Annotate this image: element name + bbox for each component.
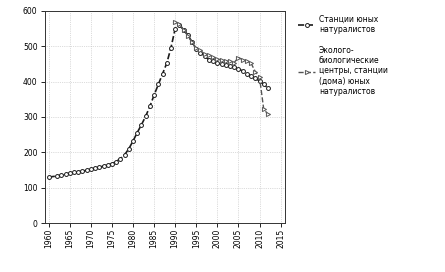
Станции юных
натуралистов bbox=[151, 93, 157, 97]
Эколого-
биологические
центры, станции
(дома) юных
натуралистов bbox=[190, 41, 195, 44]
Станции юных
натуралистов bbox=[46, 175, 51, 179]
Эколого-
биологические
центры, станции
(дома) юных
натуралистов bbox=[236, 56, 241, 59]
Эколого-
биологические
центры, станции
(дома) юных
натуралистов bbox=[202, 52, 207, 56]
Эколого-
биологические
центры, станции
(дома) юных
натуралистов bbox=[240, 58, 245, 61]
Эколого-
биологические
центры, станции
(дома) юных
натуралистов bbox=[257, 76, 262, 79]
Эколого-
биологические
центры, станции
(дома) юных
натуралистов bbox=[173, 21, 178, 24]
Эколого-
биологические
центры, станции
(дома) юных
натуралистов bbox=[231, 61, 237, 64]
Эколого-
биологические
центры, станции
(дома) юных
натуралистов bbox=[261, 107, 267, 111]
Эколого-
биологические
центры, станции
(дома) юных
натуралистов bbox=[194, 47, 199, 50]
Legend: Станции юных
натуралистов, Эколого-
биологические
центры, станции
(дома) юных
на: Станции юных натуралистов, Эколого- биол… bbox=[298, 15, 388, 96]
Эколого-
биологические
центры, станции
(дома) юных
натуралистов bbox=[198, 49, 203, 52]
Станции юных
натуралистов bbox=[185, 33, 190, 36]
Line: Станции юных
натуралистов: Станции юных натуралистов bbox=[47, 23, 270, 179]
Эколого-
биологические
центры, станции
(дома) юных
натуралистов bbox=[185, 34, 190, 37]
Станции юных
натуралистов bbox=[194, 47, 199, 51]
Эколого-
биологические
центры, станции
(дома) юных
натуралистов bbox=[177, 22, 182, 25]
Станции юных
натуралистов bbox=[177, 23, 182, 27]
Эколого-
биологические
центры, станции
(дома) юных
натуралистов bbox=[244, 60, 250, 63]
Эколого-
биологические
центры, станции
(дома) юных
натуралистов bbox=[248, 61, 254, 65]
Станции юных
натуралистов bbox=[253, 77, 258, 80]
Станции юных
натуралистов bbox=[265, 86, 271, 89]
Эколого-
биологические
центры, станции
(дома) юных
натуралистов bbox=[181, 28, 186, 32]
Станции юных
натуралистов bbox=[126, 147, 131, 150]
Эколого-
биологические
центры, станции
(дома) юных
натуралистов bbox=[214, 57, 220, 61]
Эколого-
биологические
центры, станции
(дома) юных
натуралистов bbox=[265, 113, 271, 116]
Станции юных
натуралистов bbox=[67, 172, 73, 175]
Эколого-
биологические
центры, станции
(дома) юных
натуралистов bbox=[223, 59, 228, 62]
Эколого-
биологические
центры, станции
(дома) юных
натуралистов bbox=[219, 58, 224, 62]
Эколого-
биологические
центры, станции
(дома) юных
натуралистов bbox=[253, 70, 258, 73]
Эколого-
биологические
центры, станции
(дома) юных
натуралистов bbox=[210, 55, 216, 59]
Эколого-
биологические
центры, станции
(дома) юных
натуралистов bbox=[227, 60, 233, 63]
Line: Эколого-
биологические
центры, станции
(дома) юных
натуралистов: Эколого- биологические центры, станции (… bbox=[173, 20, 270, 116]
Эколого-
биологические
центры, станции
(дома) юных
натуралистов bbox=[206, 54, 211, 57]
